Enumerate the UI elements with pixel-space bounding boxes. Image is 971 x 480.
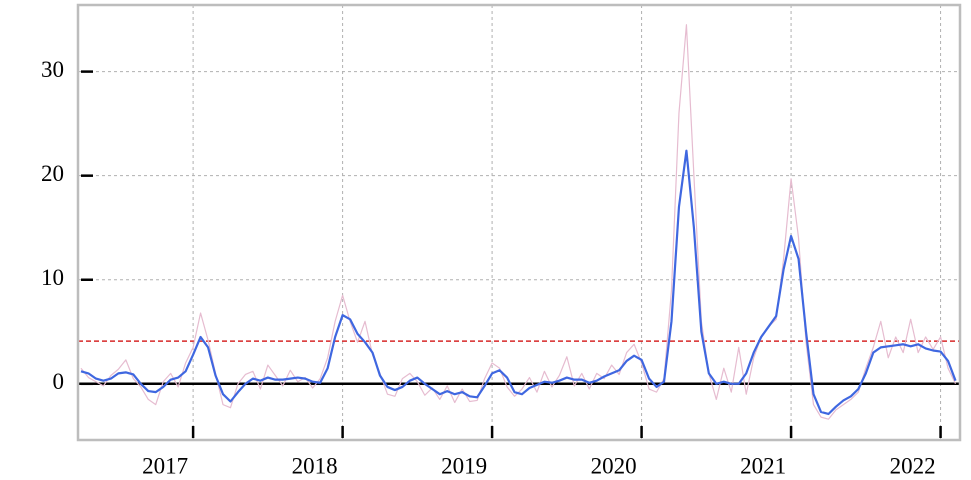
y-tick-label: 0 (53, 369, 65, 394)
x-tick-label: 2018 (292, 453, 338, 478)
y-tick-label: 30 (41, 57, 64, 82)
x-tick-label: 2022 (890, 453, 936, 478)
x-tick-label: 2021 (740, 453, 786, 478)
x-tick-label: 2020 (591, 453, 637, 478)
y-tick-label: 10 (41, 265, 64, 290)
plot-frame (76, 3, 962, 442)
data-line (80, 149, 957, 416)
x-tick-label: 2019 (441, 453, 487, 478)
y-tick-label: 20 (41, 161, 64, 186)
x-tick-label: 2017 (142, 453, 188, 478)
